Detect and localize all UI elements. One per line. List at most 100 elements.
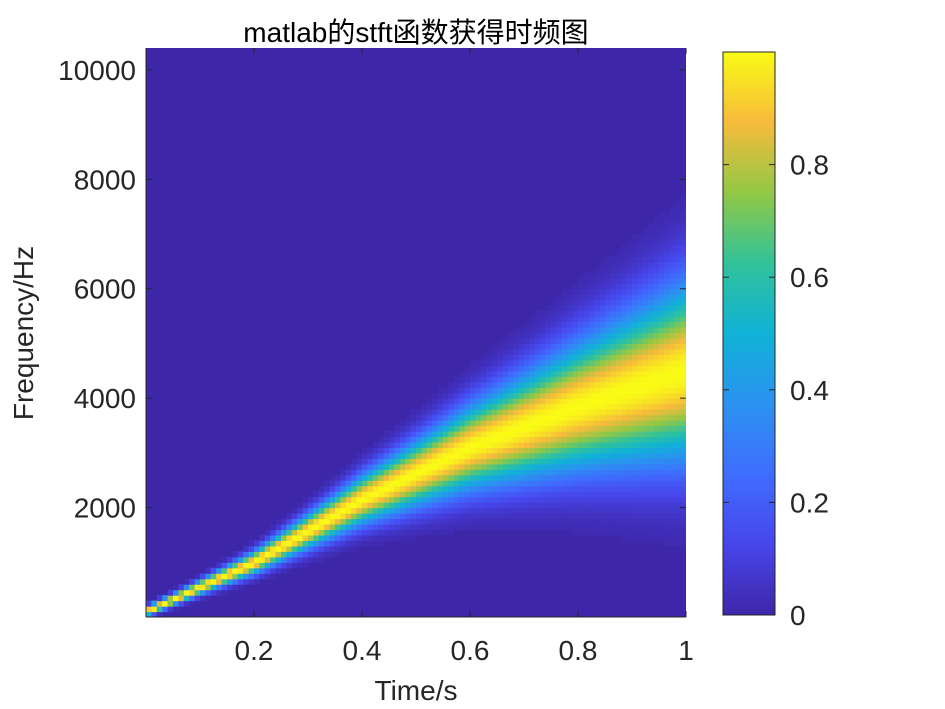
heatmap-cell <box>675 332 682 339</box>
heatmap-cell <box>459 480 466 487</box>
heatmap-cell <box>378 441 385 448</box>
heatmap-cell <box>491 513 498 520</box>
heatmap-cell <box>610 398 617 405</box>
heatmap-cell <box>561 288 568 295</box>
heatmap-cell <box>561 299 568 306</box>
heatmap-cell <box>232 573 239 580</box>
heatmap-cell <box>615 288 622 295</box>
heatmap-cell <box>659 228 665 235</box>
heatmap-cell <box>626 354 633 361</box>
heatmap-cell <box>583 414 590 421</box>
heatmap-cell <box>615 463 622 470</box>
heatmap-cell <box>675 354 682 361</box>
heatmap-cell <box>491 518 498 525</box>
heatmap-cell <box>605 305 611 312</box>
x-tick-label: 0.6 <box>451 635 490 666</box>
heatmap-cell <box>394 496 401 503</box>
heatmap-cell <box>659 266 665 273</box>
heatmap-cell <box>448 425 455 432</box>
heatmap-cell <box>475 414 482 421</box>
heatmap-cell <box>605 354 611 361</box>
heatmap-cell <box>480 507 487 514</box>
heatmap-cell <box>356 469 363 476</box>
heatmap-cell <box>178 600 185 607</box>
heatmap-cell <box>675 518 682 525</box>
heatmap-cell <box>545 474 552 481</box>
heatmap-cell <box>389 430 395 438</box>
heatmap-cell <box>318 491 325 498</box>
heatmap-cell <box>432 523 439 531</box>
heatmap-cell <box>610 337 617 345</box>
y-tick-label: 4000 <box>74 383 136 414</box>
heatmap-cell <box>394 513 401 520</box>
heatmap-cell <box>383 447 390 454</box>
heatmap-cell <box>632 518 638 525</box>
heatmap-cell <box>491 343 498 350</box>
heatmap-cell <box>588 299 595 306</box>
heatmap-cell <box>626 321 633 328</box>
heatmap-cell <box>416 463 422 470</box>
heatmap-cell <box>302 513 309 520</box>
heatmap-cell <box>437 420 444 427</box>
heatmap-cell <box>486 414 493 421</box>
heatmap-cell <box>367 452 374 459</box>
heatmap-cell <box>513 436 520 443</box>
heatmap-cell <box>329 502 336 509</box>
heatmap-cell <box>410 430 417 438</box>
heatmap-cell <box>507 513 514 520</box>
heatmap-cell <box>443 387 449 394</box>
heatmap-cell <box>302 507 309 514</box>
heatmap-cell <box>470 409 476 416</box>
heatmap-cell <box>669 337 676 345</box>
heatmap-cell <box>432 496 439 503</box>
heatmap-cell <box>599 354 606 361</box>
heatmap-cell <box>507 436 514 443</box>
heatmap-cell <box>540 348 547 355</box>
heatmap-cell <box>475 474 482 481</box>
heatmap-cell <box>502 463 509 470</box>
heatmap-cell <box>248 567 255 574</box>
heatmap-cell <box>626 534 633 541</box>
heatmap-cell <box>680 228 686 235</box>
heatmap-cell <box>680 266 686 273</box>
heatmap-cell <box>599 337 606 345</box>
heatmap-cell <box>545 480 552 487</box>
heatmap-cell <box>491 458 498 465</box>
heatmap-cell <box>615 365 622 372</box>
heatmap-cell <box>254 556 260 563</box>
heatmap-cell <box>594 485 601 492</box>
heatmap-cell <box>308 523 314 531</box>
heatmap-cell <box>437 529 444 536</box>
heatmap-cell <box>642 420 649 427</box>
heatmap-cell <box>416 491 422 498</box>
heatmap-cell <box>583 354 590 361</box>
heatmap-cell <box>324 545 331 552</box>
heatmap-cell <box>524 354 530 361</box>
heatmap-cell <box>308 545 314 552</box>
heatmap-cell <box>200 584 206 591</box>
heatmap-cell <box>443 414 449 421</box>
heatmap-cell <box>680 283 686 290</box>
heatmap-cell <box>594 398 601 405</box>
heatmap-cell <box>421 436 428 443</box>
heatmap-cell <box>313 496 320 503</box>
heatmap-cell <box>534 348 541 355</box>
heatmap-cell <box>642 425 649 432</box>
heatmap-cell <box>243 578 250 585</box>
heatmap-cell <box>583 387 590 394</box>
heatmap-cell <box>513 502 520 509</box>
heatmap-cell <box>680 409 686 416</box>
heatmap-cell <box>534 430 541 438</box>
heatmap-cell <box>637 316 644 323</box>
heatmap-cell <box>680 518 686 525</box>
heatmap-cell <box>432 518 439 525</box>
heatmap-cell <box>653 447 660 454</box>
heatmap-cell <box>529 452 536 459</box>
heatmap-cell <box>626 376 633 383</box>
heatmap-cell <box>605 310 611 317</box>
heatmap-cell <box>399 430 406 438</box>
heatmap-cell <box>615 370 622 377</box>
heatmap-cell <box>561 458 568 465</box>
heatmap-cell <box>653 343 660 350</box>
heatmap-cell <box>605 294 611 301</box>
